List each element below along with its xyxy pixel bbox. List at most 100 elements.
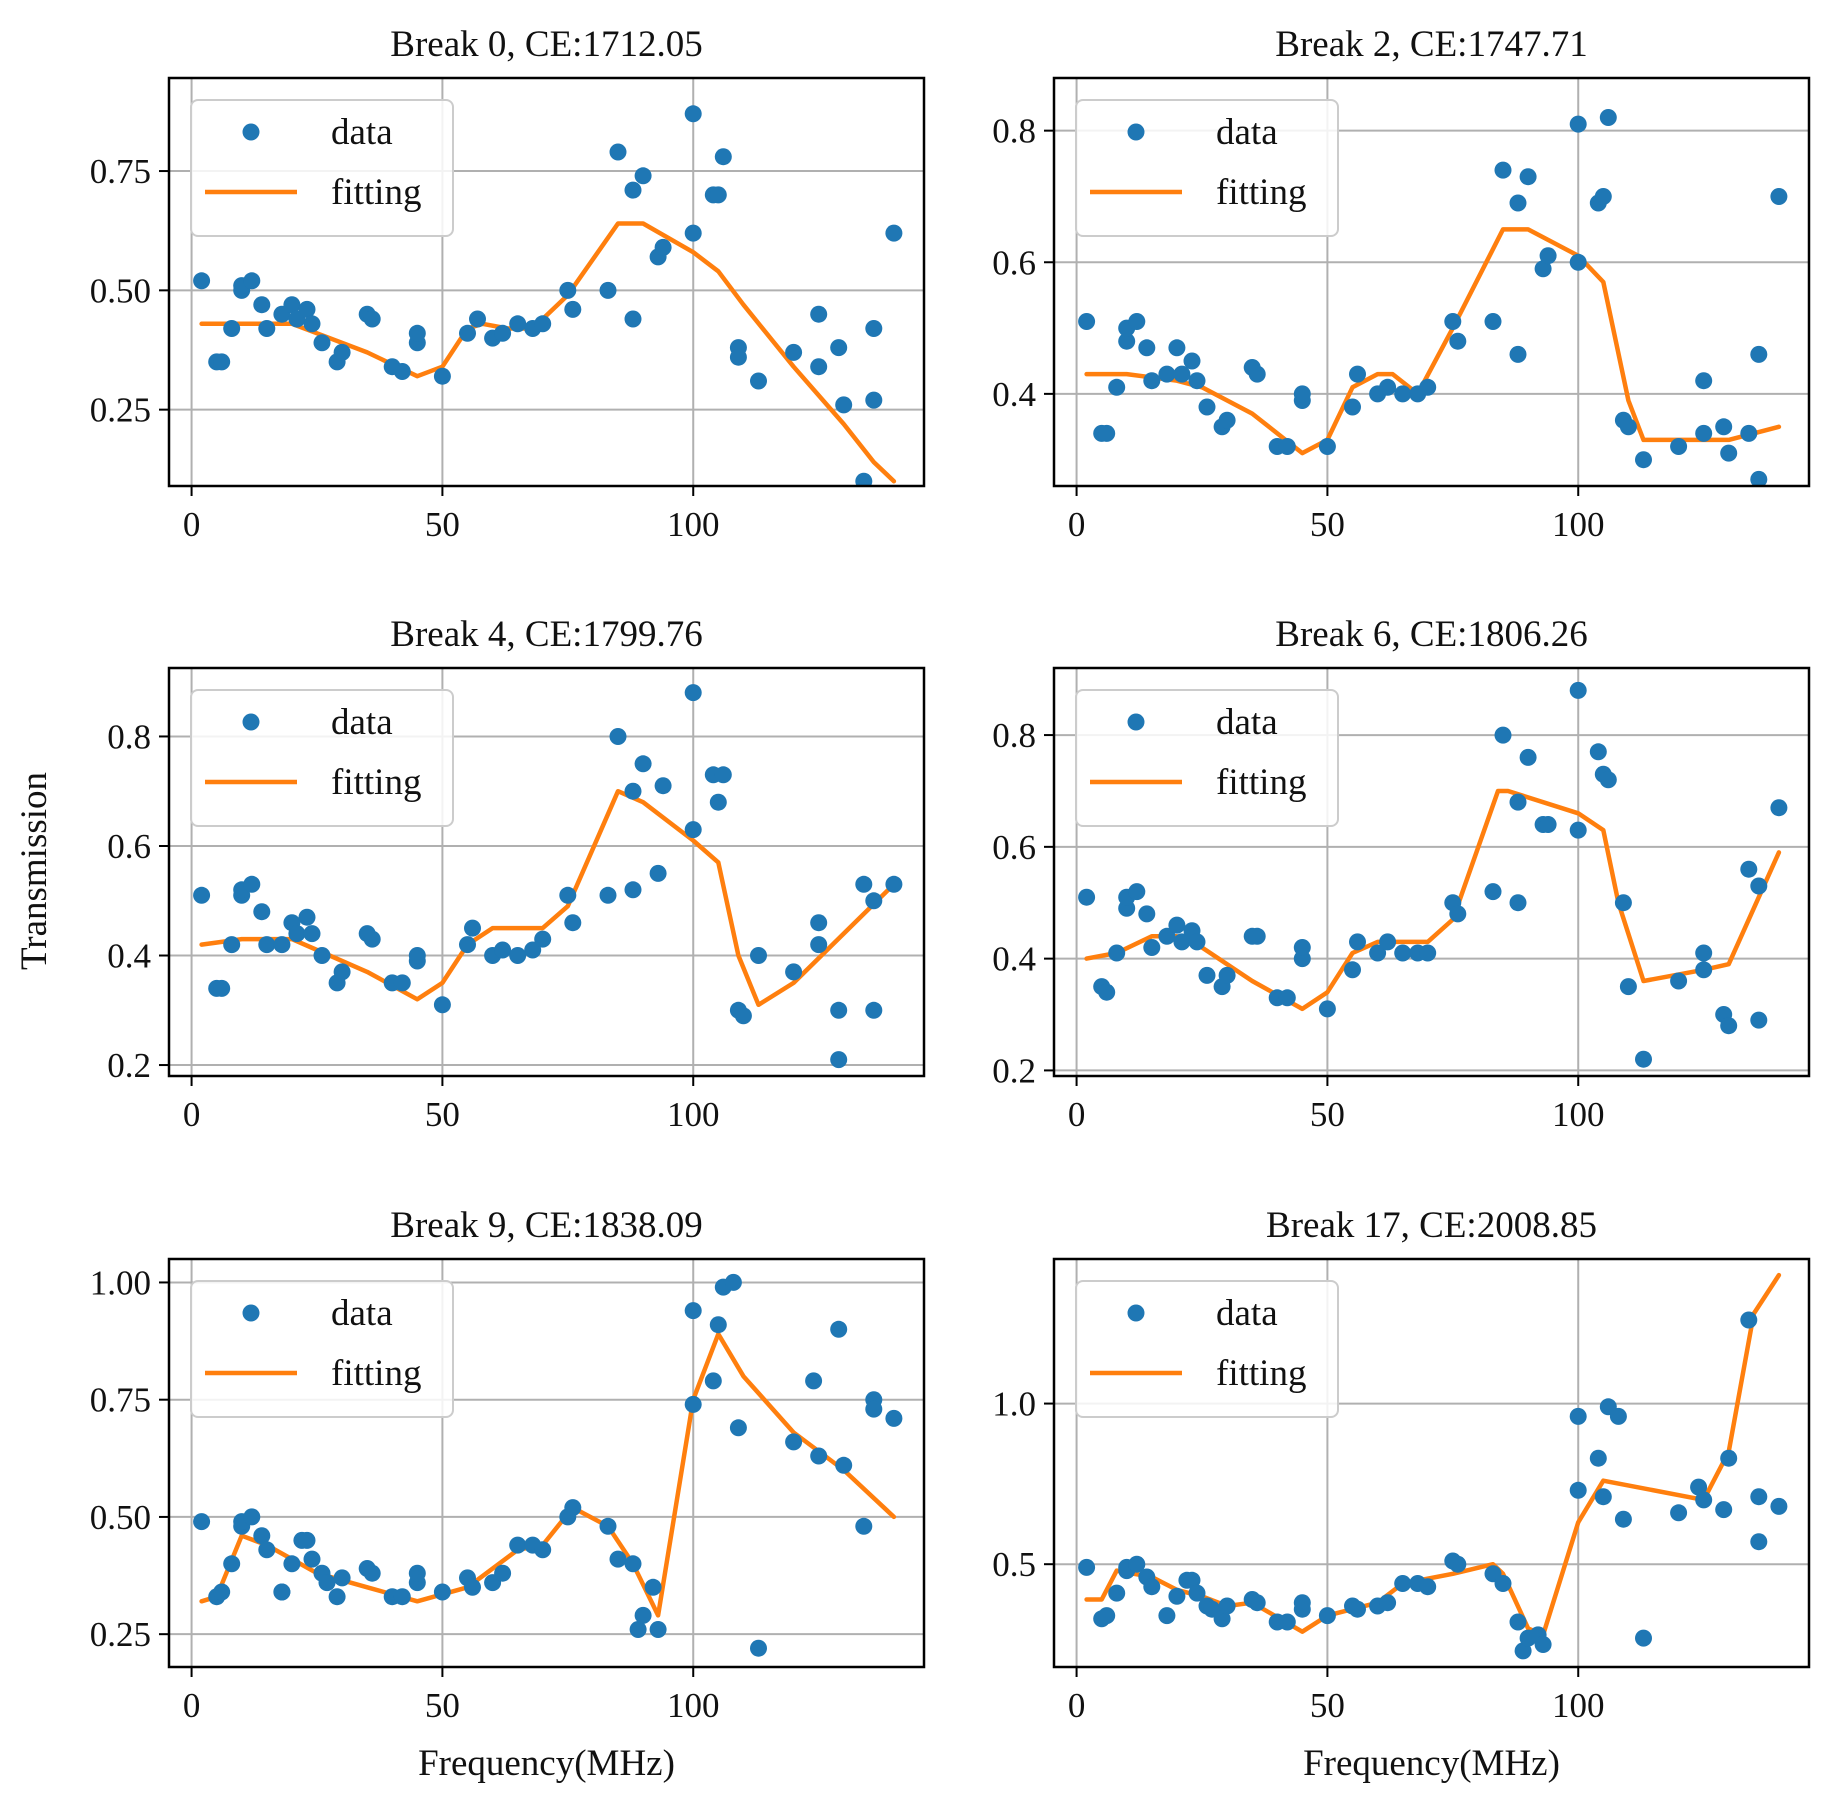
data-point: [1569, 1481, 1587, 1499]
data-point: [408, 1564, 426, 1582]
data-point: [273, 936, 291, 954]
data-point: [684, 1302, 702, 1320]
data-point: [1599, 109, 1617, 126]
data-point: [1569, 253, 1587, 271]
data-point: [213, 353, 231, 371]
x-tick-label: 100: [667, 505, 720, 544]
y-tick-label: 0.6: [107, 827, 151, 866]
data-point: [1695, 944, 1713, 962]
legend-box: [1075, 99, 1339, 237]
legend: data fitting: [1075, 99, 1339, 237]
data-point: [885, 1409, 903, 1427]
data-point: [684, 224, 702, 242]
data-point: [1539, 816, 1557, 833]
data-point: [599, 1517, 617, 1535]
data-point: [509, 315, 527, 333]
legend: data fitting: [190, 99, 454, 237]
x-tick-label: 100: [1552, 1095, 1605, 1134]
data-point: [1514, 1642, 1532, 1660]
data-point: [1750, 1488, 1768, 1506]
data-point: [1344, 961, 1361, 979]
data-point: [524, 941, 542, 959]
data-point: [253, 903, 271, 921]
data-point: [333, 343, 351, 361]
data-point: [333, 963, 351, 981]
legend-box: [190, 1280, 454, 1418]
data-point: [313, 334, 331, 352]
data-point: [709, 1316, 727, 1334]
data-point: [1695, 1491, 1713, 1509]
y-tick-label: 0.5: [992, 1545, 1036, 1584]
data-point: [1188, 1584, 1206, 1602]
data-point: [1519, 748, 1537, 766]
data-point: [258, 320, 276, 337]
data-point: [283, 1555, 301, 1573]
data-point: [1494, 161, 1512, 179]
data-point: [363, 310, 381, 328]
axes-frame: [1052, 1257, 1811, 1669]
data-layer: [1078, 1272, 1788, 1660]
data-point: [1379, 933, 1397, 951]
data-point: [1449, 905, 1467, 923]
x-tick-label: 0: [183, 1095, 201, 1134]
data-point: [459, 936, 476, 954]
data-point: [363, 1564, 381, 1582]
data-point: [318, 1574, 336, 1592]
data-point: [1589, 743, 1607, 761]
data-point: [1509, 345, 1527, 363]
data-point: [885, 224, 903, 242]
data-point: [1293, 939, 1311, 956]
data-point: [1695, 372, 1713, 390]
data-point: [1750, 470, 1768, 486]
legend-data-marker: [242, 1304, 260, 1322]
data-point: [1318, 438, 1336, 455]
axes-frame: [1052, 76, 1811, 488]
data-layer: [1078, 681, 1788, 1068]
legend-label-fitting: fitting: [331, 762, 421, 803]
data-point: [1670, 438, 1688, 455]
data-point: [509, 947, 527, 964]
y-tick-label: 0.8: [107, 717, 151, 756]
data-point: [624, 1555, 642, 1573]
data-point: [1293, 385, 1311, 403]
data-point: [193, 272, 211, 290]
legend-box: [190, 689, 454, 827]
data-layer: [193, 684, 903, 1069]
data-point: [303, 315, 321, 333]
data-point: [1494, 1575, 1512, 1592]
data-point: [624, 881, 642, 899]
data-point: [885, 875, 903, 893]
data-point: [865, 391, 883, 409]
data-point: [494, 324, 512, 342]
x-tick-label: 0: [1068, 1686, 1086, 1725]
y-tick-label: 0.50: [90, 271, 151, 310]
data-point: [258, 936, 276, 954]
y-tick-label: 0.4: [992, 940, 1036, 979]
y-tick-label: 0.25: [90, 1615, 151, 1654]
x-tick-label: 100: [1552, 1686, 1605, 1725]
data-point: [223, 320, 241, 337]
data-point: [805, 1372, 823, 1390]
data-point: [855, 472, 873, 486]
data-point: [1198, 966, 1216, 984]
data-point: [1394, 944, 1412, 962]
data-point: [253, 1527, 271, 1545]
data-point: [1349, 933, 1366, 951]
data-point: [684, 684, 702, 702]
data-point: [1118, 332, 1136, 350]
data-point: [1509, 793, 1527, 811]
x-axis-label: Frequency(MHz): [418, 1743, 675, 1784]
y-axis-label: Transmission: [14, 772, 55, 970]
y-tick-label: 0.6: [992, 828, 1036, 867]
data-point: [1168, 339, 1186, 357]
data-point: [1599, 771, 1617, 789]
legend-label-data: data: [331, 112, 393, 153]
x-tick-label: 0: [183, 505, 201, 544]
legend-label-fitting: fitting: [1216, 172, 1306, 213]
data-point: [684, 1395, 702, 1413]
subplot-3: 0 50 100 0.2 0.4 0.6 0.8 Break 6, CE:1806.26 dat…: [992, 614, 1811, 1134]
x-tick-label: 50: [425, 1095, 460, 1134]
data-point: [729, 1419, 747, 1437]
data-point: [1349, 365, 1366, 383]
legend-label-fitting: fitting: [331, 172, 421, 213]
